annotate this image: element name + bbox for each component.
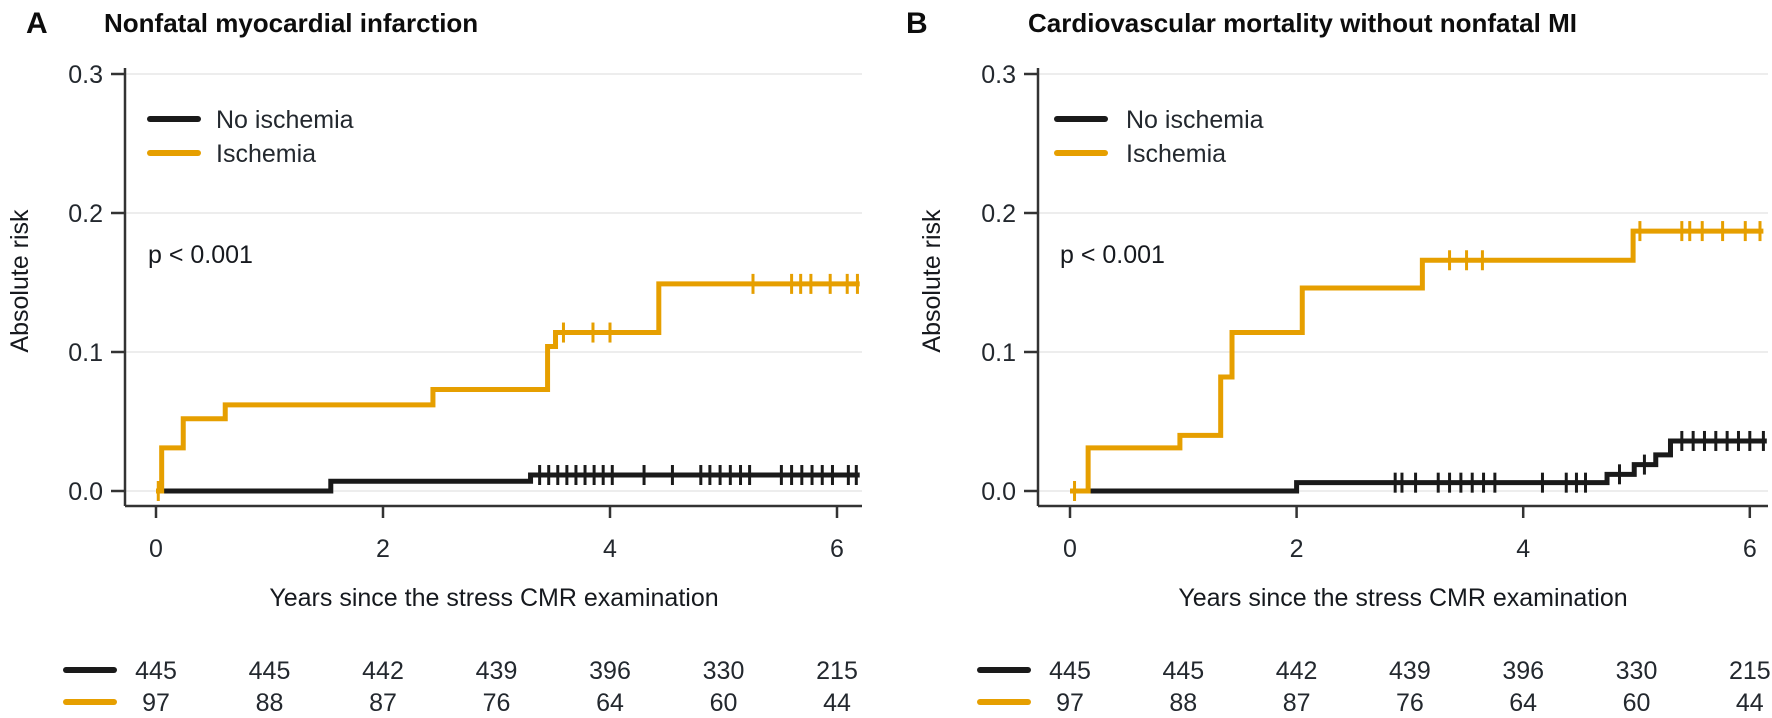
risk-count: 215	[1729, 657, 1771, 685]
x-tick-label: 2	[1290, 535, 1304, 563]
panel-a-graphics: 0.0 0.1 0.2 0.3 0 2 4 6 445 445 442 439 396 330 215 97 8…	[63, 61, 862, 717]
y-tick-label: 0.2	[981, 200, 1016, 228]
x-tick-label: 4	[603, 535, 617, 563]
panel-letter: A	[26, 7, 48, 40]
y-tick-label: 0.0	[981, 478, 1016, 506]
risk-count: 76	[483, 689, 511, 717]
panel-title: Cardiovascular mortality without nonfata…	[1028, 8, 1577, 38]
risk-count: 88	[256, 689, 284, 717]
risk-count: 60	[710, 689, 738, 717]
y-tick-label: 0.3	[981, 61, 1016, 89]
risk-count: 442	[1276, 657, 1318, 685]
risk-count: 445	[1162, 657, 1204, 685]
y-axis-title: Absolute risk	[6, 209, 34, 353]
y-tick-label: 0.1	[68, 339, 103, 367]
series-line-ischemia	[1070, 228, 1764, 494]
risk-count: 445	[249, 657, 291, 685]
series-line-no-ischemia	[156, 472, 860, 494]
y-axis-title: Absolute risk	[918, 209, 946, 353]
panel-a: 0.0 0.1 0.2 0.3 0 2 4 6 445 445 442 439 396 330 215 97 8…	[6, 7, 862, 717]
legend-label-ischemia: Ischemia	[1126, 140, 1226, 168]
p-value-label: p < 0.001	[148, 241, 253, 269]
risk-count: 396	[1502, 657, 1544, 685]
risk-count: 87	[1283, 689, 1311, 717]
x-axis-title: Years since the stress CMR examination	[1178, 584, 1627, 612]
panel-b: 0.0 0.1 0.2 0.3 0 2 4 6 445 445 442 439 396 330 215 97 8…	[886, 0, 1772, 718]
risk-count: 97	[142, 689, 170, 717]
risk-count: 44	[823, 689, 851, 717]
y-tick-label: 0.1	[981, 339, 1016, 367]
y-tick-label: 0.3	[68, 61, 103, 89]
y-tick-label: 0.2	[68, 200, 103, 228]
y-tick-label: 0.0	[68, 478, 103, 506]
risk-count: 439	[476, 657, 518, 685]
risk-count: 330	[1616, 657, 1658, 685]
p-value-label: p < 0.001	[1060, 241, 1165, 269]
series-line-ischemia	[156, 281, 860, 494]
risk-count: 97	[1056, 689, 1084, 717]
x-tick-label: 6	[830, 535, 844, 563]
x-tick-label: 6	[1743, 535, 1757, 563]
risk-count: 439	[1389, 657, 1431, 685]
risk-count: 87	[369, 689, 397, 717]
x-tick-label: 0	[1063, 535, 1077, 563]
risk-count: 445	[1049, 657, 1091, 685]
risk-count: 76	[1396, 689, 1424, 717]
x-axis-title: Years since the stress CMR examination	[269, 584, 718, 612]
risk-count: 445	[135, 657, 177, 685]
risk-count: 88	[1169, 689, 1197, 717]
risk-count: 44	[1736, 689, 1764, 717]
series-line-no-ischemia	[1070, 438, 1767, 494]
risk-count: 60	[1623, 689, 1651, 717]
risk-count: 442	[362, 657, 404, 685]
panel-title: Nonfatal myocardial infarction	[104, 8, 478, 38]
panel-letter: B	[906, 7, 928, 40]
risk-count: 396	[589, 657, 631, 685]
panel-b-plot: 0.0 0.1 0.2 0.3 0 2 4 6 445 445 442 439 396 330 215 97 8…	[906, 7, 1771, 717]
x-tick-label: 4	[1516, 535, 1530, 563]
legend-label-no-ischemia: No ischemia	[1126, 106, 1264, 134]
panel-a-plot: 0.0 0.1 0.2 0.3 0 2 4 6 445 445 442 439 396 330 215 97 8…	[6, 7, 862, 717]
legend-label-ischemia: Ischemia	[216, 140, 316, 168]
x-tick-label: 2	[376, 535, 390, 563]
x-tick-label: 0	[149, 535, 163, 563]
risk-count: 64	[1509, 689, 1537, 717]
risk-count: 215	[816, 657, 858, 685]
risk-count: 330	[703, 657, 745, 685]
panel-b-graphics: 0.0 0.1 0.2 0.3 0 2 4 6 445 445 442 439 396 330 215 97 8…	[977, 61, 1771, 717]
legend-label-no-ischemia: No ischemia	[216, 106, 354, 134]
risk-count: 64	[596, 689, 624, 717]
